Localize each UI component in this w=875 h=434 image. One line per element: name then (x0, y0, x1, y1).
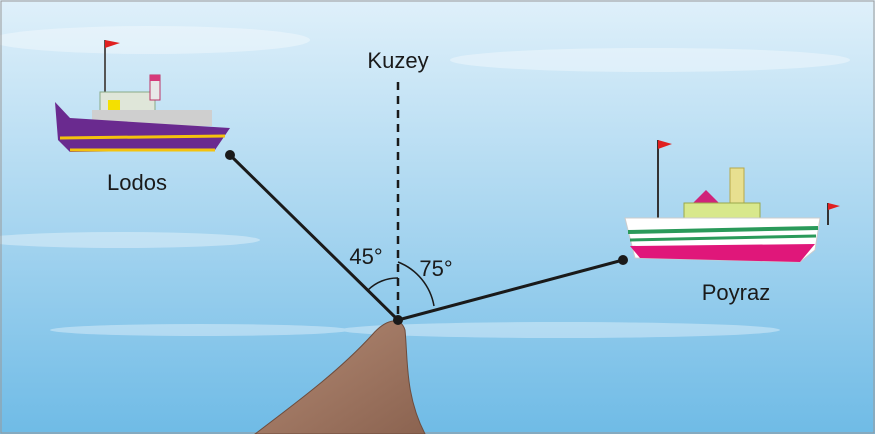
point (225, 150, 235, 160)
angle-label: 75° (419, 256, 452, 281)
north-label: Kuzey (367, 48, 428, 73)
point (393, 315, 403, 325)
ship-label: Lodos (107, 170, 167, 195)
angle-label: 45° (349, 244, 382, 269)
ship-label: Poyraz (702, 280, 770, 305)
point (618, 255, 628, 265)
diagram: Kuzey Lodos Poyraz 45° 75° (0, 0, 875, 434)
